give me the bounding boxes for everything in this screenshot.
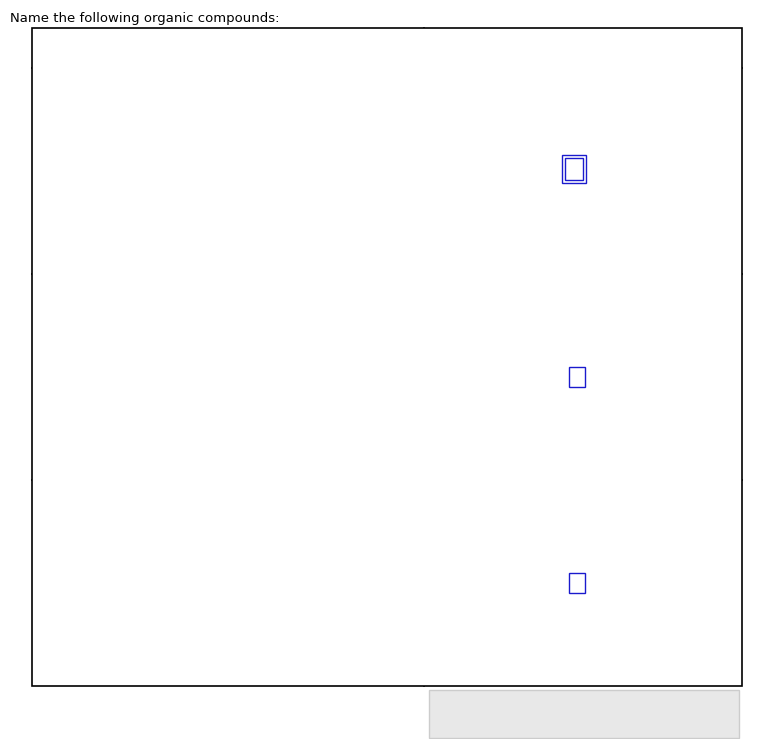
Bar	[569, 367, 585, 387]
Bar	[565, 158, 583, 180]
Text: CH₃: CH₃	[250, 352, 273, 364]
Text: CH₂: CH₂	[284, 582, 307, 594]
Bar	[32, 28, 742, 686]
Bar	[562, 155, 586, 183]
Text: compound: compound	[189, 41, 267, 55]
Bar	[429, 690, 739, 738]
Text: CH: CH	[219, 183, 237, 196]
Text: C: C	[156, 582, 164, 594]
Text: ↵: ↵	[618, 706, 631, 721]
Text: CH₃: CH₃	[114, 352, 137, 364]
Text: Name the following organic compounds:: Name the following organic compounds:	[10, 12, 279, 25]
Text: CH₃: CH₃	[80, 548, 103, 560]
Text: CH₃: CH₃	[212, 616, 235, 628]
Text: CH₂: CH₂	[216, 149, 239, 162]
Text: CH₃: CH₃	[148, 548, 171, 560]
Text: CH₂: CH₂	[148, 616, 171, 628]
Text: CH₂: CH₂	[182, 386, 205, 398]
Text: CH₃: CH₃	[318, 386, 341, 398]
Text: CH₂: CH₂	[216, 582, 239, 594]
Text: CH₃: CH₃	[80, 183, 103, 196]
Text: CH₂: CH₂	[80, 582, 103, 594]
Text: name: name	[563, 41, 604, 55]
Text: CH₃: CH₃	[216, 115, 239, 128]
Text: CH₃: CH₃	[353, 582, 375, 594]
Text: CH₃: CH₃	[353, 183, 375, 196]
Text: CH₂: CH₂	[148, 183, 171, 196]
Text: CH₂: CH₂	[284, 183, 307, 196]
Text: CH₂: CH₂	[114, 386, 137, 398]
Bar	[569, 573, 585, 593]
Text: ×: ×	[537, 706, 550, 721]
Text: CH: CH	[253, 386, 271, 398]
